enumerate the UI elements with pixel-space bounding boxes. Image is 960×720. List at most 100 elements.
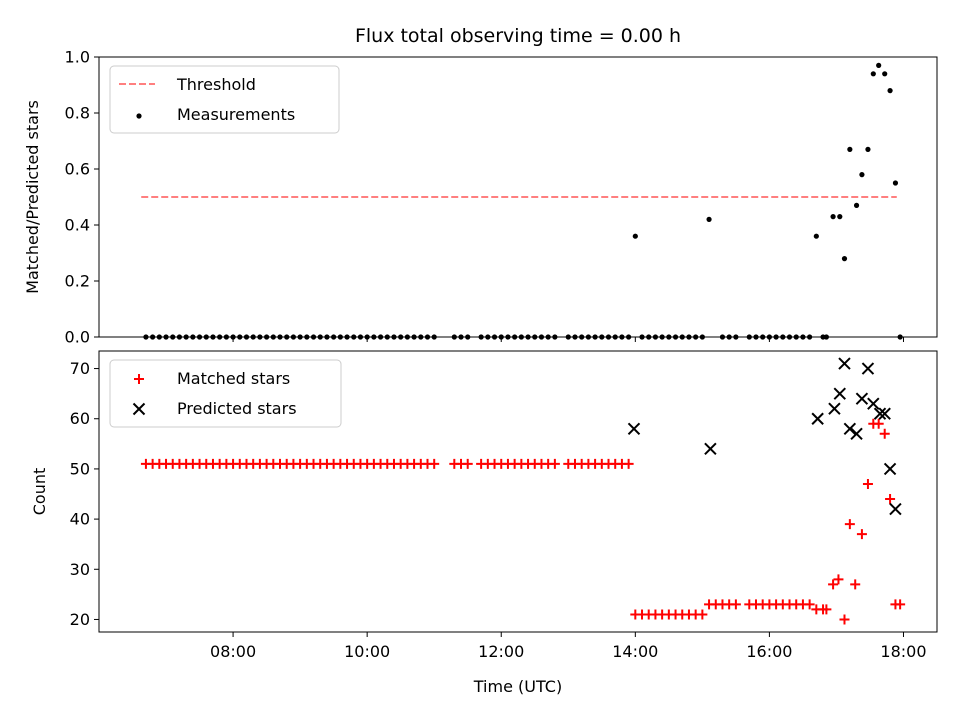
y-tick-label: 0.6 <box>65 160 90 179</box>
measurement-point <box>892 180 899 186</box>
y-tick-label: 0.4 <box>65 216 90 235</box>
chart-title: Flux total observing time = 0.00 h <box>355 25 681 47</box>
measurement-point <box>793 334 799 340</box>
measurement-point <box>411 334 417 340</box>
measurement-point <box>813 233 819 239</box>
matched-point <box>885 494 896 505</box>
predicted-point <box>861 362 875 375</box>
measurement-point <box>344 334 350 340</box>
matched-point <box>821 604 832 615</box>
matched-point <box>862 478 873 489</box>
measurement-point <box>203 334 209 340</box>
measurement-point <box>639 334 645 340</box>
x-tick-label: 08:00 <box>210 642 256 661</box>
measurement-point <box>773 334 779 340</box>
measurement-point <box>706 216 712 222</box>
measurement-point <box>217 334 223 340</box>
measurement-point <box>404 334 410 340</box>
matched-point <box>879 428 890 439</box>
measurement-point <box>458 334 464 340</box>
measurement-point <box>290 334 297 340</box>
measurement-point <box>525 334 531 340</box>
matched-point <box>697 609 708 620</box>
measurement-point <box>264 334 270 340</box>
series-measurements <box>143 62 903 340</box>
measurement-point <box>485 334 491 340</box>
measurement-point <box>746 334 752 340</box>
measurement-point <box>800 334 806 340</box>
measurement-point <box>357 334 364 340</box>
measurement-point <box>572 334 578 340</box>
y-tick-label: 70 <box>70 359 90 378</box>
legend-predicted-swatch <box>132 402 146 416</box>
measurement-point <box>250 334 256 340</box>
x-tick-label: 12:00 <box>478 642 524 661</box>
x-tick-label: 10:00 <box>344 642 390 661</box>
y-tick-label: 20 <box>70 610 90 629</box>
x-tick-label: 14:00 <box>612 642 658 661</box>
measurement-point <box>304 334 310 340</box>
y-tick-label: 1.0 <box>65 48 90 67</box>
x-axis-label: Time (UTC) <box>473 677 562 696</box>
measurement-point <box>538 334 545 340</box>
measurement-point <box>870 71 876 77</box>
measurement-point <box>163 334 169 340</box>
matched-point <box>730 599 741 610</box>
series-matched-stars <box>140 418 906 625</box>
measurement-point <box>699 334 705 340</box>
measurement-point <box>887 88 893 94</box>
measurement-point <box>505 334 511 340</box>
measurement-point <box>284 334 290 340</box>
measurement-point <box>183 334 189 340</box>
legend-measurement-swatch <box>136 113 142 119</box>
y-tick-label: 0.2 <box>65 272 90 291</box>
y-axis-label: Count <box>30 468 49 516</box>
measurement-point <box>243 334 250 340</box>
measurement-point <box>823 334 829 340</box>
measurement-point <box>337 334 343 340</box>
matched-point <box>873 418 884 429</box>
measurement-point <box>632 233 638 239</box>
measurement-point <box>666 334 672 340</box>
measurement-point <box>760 334 766 340</box>
matched-point <box>549 458 560 469</box>
y-tick-label: 40 <box>70 510 90 529</box>
measurement-point <box>512 334 518 340</box>
legend: Threshold Measurements <box>109 65 340 134</box>
measurement-point <box>786 334 793 340</box>
matched-point <box>462 458 473 469</box>
measurement-point <box>599 334 605 340</box>
predicted-point <box>867 397 880 410</box>
y-axis-label: Matched/Predicted stars <box>23 100 42 294</box>
measurement-point <box>807 334 813 340</box>
measurement-point <box>659 334 665 340</box>
measurement-point <box>579 334 585 340</box>
measurement-point <box>626 334 632 340</box>
legend-matched-swatch <box>134 374 144 384</box>
legend: Matched stars Predicted stars <box>109 359 342 428</box>
measurement-point <box>478 334 484 340</box>
matched-point <box>804 599 815 610</box>
y-tick-label: 60 <box>70 409 90 428</box>
measurement-point <box>270 334 276 340</box>
measurement-point <box>897 334 903 340</box>
matched-point <box>833 574 844 585</box>
measurement-point <box>465 334 471 340</box>
measurement-point <box>545 334 551 340</box>
measurement-point <box>679 334 685 340</box>
measurement-point <box>612 334 618 340</box>
x-tick-label: 16:00 <box>746 642 792 661</box>
measurement-point <box>230 334 236 340</box>
matched-point <box>623 458 634 469</box>
measurement-point <box>391 334 397 340</box>
predicted-point <box>627 422 641 435</box>
matched-point <box>844 519 855 530</box>
measurement-point <box>176 334 183 340</box>
top-panel: 0.0 0.2 0.4 0.6 0.8 1.0 Matched/Predicted star… <box>23 48 938 347</box>
measurement-point <box>277 334 283 340</box>
measurement-point <box>565 334 571 340</box>
x-tick-label: 18:00 <box>880 642 926 661</box>
measurement-point <box>324 334 330 340</box>
series-predicted-stars <box>627 357 902 516</box>
